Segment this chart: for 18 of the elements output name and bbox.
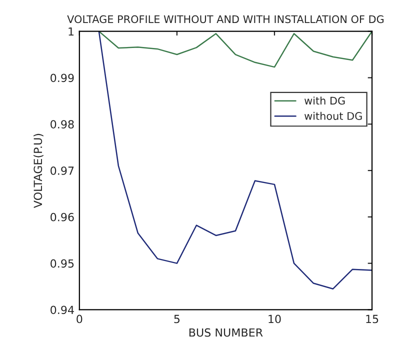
x-tick-label: 10	[268, 314, 281, 324]
y-tick-label: 0.99	[50, 74, 74, 82]
x-tick-label: 5	[174, 314, 180, 324]
x-tick-label: 15	[366, 314, 378, 324]
legend-label: without DG	[304, 112, 362, 120]
x-axis-title: BUS NUMBER	[189, 328, 263, 337]
y-tick-label: 0.94	[50, 306, 74, 314]
y-tick-label: 0.96	[50, 212, 74, 222]
y-axis-title: VOLTAGE(P.U)	[34, 134, 44, 208]
line-series	[98, 31, 372, 68]
line-series	[98, 31, 372, 290]
y-tick-label: 0.95	[50, 259, 74, 268]
y-tick-label: 0.98	[50, 120, 74, 128]
legend-label: with DG	[304, 96, 345, 105]
chart-title: VOLTAGE PROFILE WITHOUT AND WITH INSTALLATION OF DG	[67, 15, 384, 24]
y-tick-label: 1	[68, 27, 74, 36]
x-tick-label: 0	[76, 314, 82, 324]
y-tick-label: 0.97	[50, 166, 74, 175]
